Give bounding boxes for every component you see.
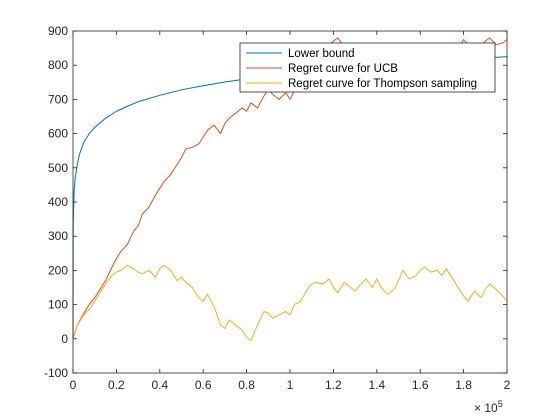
series-line-3 — [72, 264, 508, 342]
y-tick-label: 700 — [48, 92, 68, 106]
x-tick-label: 0 — [70, 378, 77, 392]
x-tick-label: 0.2 — [108, 378, 125, 392]
y-tick-label: 600 — [48, 127, 68, 141]
x-tick-label: 1.2 — [325, 378, 342, 392]
x-exponent-label: × 105 — [474, 399, 503, 415]
y-tick-label: 800 — [48, 58, 68, 72]
y-tick-label: 100 — [48, 298, 68, 312]
x-axis: 0 0.2 0.4 0.6 0.8 1 1.2 1.4 1.6 1.8 2 — [70, 31, 511, 392]
x-tick-label: 1 — [287, 378, 294, 392]
y-tick-label: 400 — [48, 195, 68, 209]
y-tick-label: 500 — [48, 161, 68, 175]
x-tick-label: 1.4 — [368, 378, 385, 392]
legend: Lower bound Regret curve for UCB Regret cu… — [239, 42, 496, 93]
legend-box — [239, 42, 496, 93]
x-exponent-power: 5 — [498, 399, 503, 409]
x-tick-label: 0.6 — [195, 378, 212, 392]
x-tick-label: 0.4 — [151, 378, 168, 392]
legend-label-3: Regret curve for Thompson sampling — [288, 78, 477, 90]
y-tick-label: 200 — [48, 263, 68, 277]
legend-label-1: Lower bound — [288, 48, 355, 60]
y-tick-label: 900 — [48, 24, 68, 38]
x-tick-label: 1.8 — [455, 378, 472, 392]
x-tick-label: 0.8 — [238, 378, 255, 392]
x-exponent-base: × 10 — [474, 401, 498, 415]
x-tick-label: 2 — [504, 378, 511, 392]
y-tick-label: 0 — [61, 332, 68, 346]
y-tick-label: 300 — [48, 229, 68, 243]
y-axis: -100 0 100 200 300 400 500 600 700 800 900 — [44, 24, 507, 380]
legend-label-2: Regret curve for UCB — [288, 63, 398, 75]
x-tick-label: 1.6 — [412, 378, 429, 392]
y-tick-label: -100 — [44, 366, 68, 380]
